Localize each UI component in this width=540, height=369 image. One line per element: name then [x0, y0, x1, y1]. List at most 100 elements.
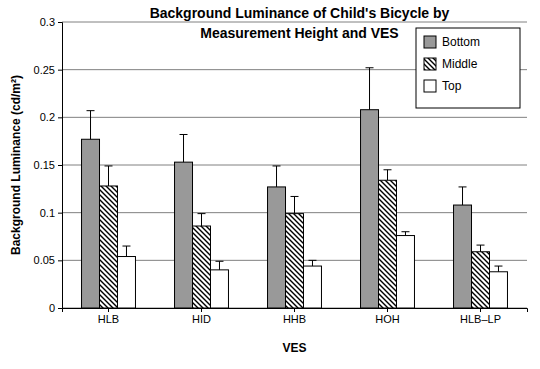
- error-cap: [291, 196, 299, 197]
- error-cap: [401, 231, 409, 232]
- y-tick-label: 0.05: [34, 254, 55, 266]
- error-stem: [405, 232, 406, 236]
- x-tick: HOH: [375, 308, 400, 325]
- y-tick: 0.3: [40, 16, 62, 28]
- error-cap: [87, 110, 95, 111]
- error-cap: [273, 165, 281, 166]
- error-bar: [198, 214, 206, 226]
- bar: [193, 226, 211, 308]
- chart: 0 0.05 0.1 0.15 0.2 0.25 0.3 HLB HID HHB HOH HLB–LP…: [0, 0, 540, 369]
- y-axis-title: Background Luminance (cd/m²): [9, 75, 23, 255]
- series: [100, 166, 490, 308]
- bar: [175, 162, 193, 308]
- y-tick-label: 0.2: [40, 111, 55, 123]
- x-tick: HHB: [283, 308, 306, 325]
- error-cap: [105, 165, 113, 166]
- x-tick-label: HLB: [98, 313, 119, 325]
- error-stem: [90, 111, 91, 140]
- x-tick-mark: [201, 308, 202, 312]
- error-stem: [498, 266, 499, 272]
- error-bar: [366, 68, 374, 110]
- error-cap: [198, 213, 206, 214]
- y-tick-label: 0.25: [34, 64, 55, 76]
- bar: [100, 186, 118, 308]
- legend-box: [416, 28, 520, 108]
- y-tick-mark: [58, 117, 62, 118]
- error-stem: [387, 170, 388, 180]
- error-bar: [494, 266, 502, 272]
- x-tick-label: HID: [192, 313, 211, 325]
- bar: [82, 139, 100, 308]
- x-tick-mark: [108, 308, 109, 312]
- y-tick-mark: [58, 260, 62, 261]
- y-axis: 0 0.05 0.1 0.15 0.2 0.25 0.3: [34, 16, 63, 314]
- error-stem: [462, 187, 463, 205]
- y-tick: 0.25: [34, 64, 62, 76]
- x-axis-line: [63, 309, 528, 313]
- error-stem: [126, 246, 127, 256]
- y-tick-mark: [58, 213, 62, 214]
- grid: [62, 22, 527, 308]
- bar: [268, 187, 286, 308]
- x-tick-label: HLB–LP: [460, 313, 501, 325]
- grid-line: [62, 117, 527, 118]
- grid-line: [62, 22, 527, 23]
- error-stem: [480, 245, 481, 252]
- legend: BottomMiddleTop: [416, 28, 520, 108]
- legend-label: Middle: [442, 57, 478, 71]
- x-tick-mark: [480, 308, 481, 312]
- bar: [489, 272, 507, 308]
- bar: [454, 205, 472, 308]
- bar: [303, 266, 321, 308]
- legend-swatch: [424, 80, 436, 92]
- bar: [379, 180, 397, 308]
- title-line: Measurement Height and VES: [200, 25, 398, 41]
- error-bar: [105, 166, 113, 186]
- error-bar: [401, 232, 409, 236]
- y-tick-label: 0.3: [40, 16, 55, 28]
- y-tick: 0.1: [40, 207, 62, 219]
- error-bar: [384, 170, 392, 180]
- error-cap: [477, 245, 485, 246]
- bar: [117, 257, 135, 308]
- bar: [210, 270, 228, 308]
- x-tick: HLB: [98, 308, 119, 325]
- x-axis: HLB HID HHB HOH HLB–LP: [63, 308, 528, 325]
- legend-swatch: [424, 36, 436, 48]
- title-line: Background Luminance of Child's Bicycle …: [150, 5, 450, 21]
- x-tick: HLB–LP: [460, 308, 501, 325]
- error-stem: [369, 68, 370, 110]
- error-bar: [180, 134, 188, 162]
- y-tick-mark: [58, 22, 62, 23]
- y-tick: 0: [49, 302, 62, 314]
- error-cap: [366, 67, 374, 68]
- error-bar: [122, 246, 130, 256]
- series: [82, 68, 472, 308]
- error-cap: [180, 134, 188, 135]
- y-axis-line: [58, 23, 63, 309]
- error-cap: [459, 186, 467, 187]
- error-cap: [215, 261, 223, 262]
- y-tick-label: 0.15: [34, 159, 55, 171]
- bar: [396, 236, 414, 308]
- legend-label: Top: [442, 79, 462, 93]
- error-stem: [219, 261, 220, 270]
- error-bar: [273, 166, 281, 187]
- y-tick-label: 0: [49, 302, 55, 314]
- error-bar: [308, 260, 316, 266]
- y-tick: 0.05: [34, 254, 62, 266]
- error-bar: [291, 196, 299, 213]
- x-tick-mark: [387, 308, 388, 312]
- error-cap: [308, 260, 316, 261]
- error-cap: [384, 169, 392, 170]
- error-bar: [459, 187, 467, 205]
- y-tick-mark: [58, 308, 62, 309]
- y-tick: 0.15: [34, 159, 62, 171]
- error-stem: [276, 166, 277, 187]
- error-stem: [312, 260, 313, 266]
- title: Background Luminance of Child's Bicycle …: [150, 5, 450, 41]
- x-tick: HID: [192, 308, 211, 325]
- error-bar: [477, 245, 485, 252]
- x-axis-title: VES: [282, 341, 306, 355]
- x-tick-mark: [294, 308, 295, 312]
